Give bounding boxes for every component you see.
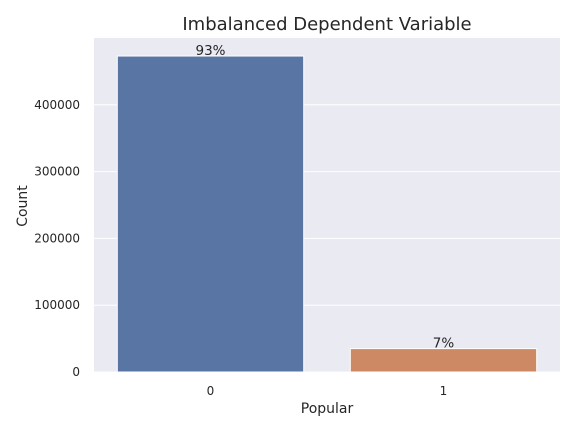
bar-data-label: 93% (195, 43, 225, 59)
y-tick-label: 100000 (34, 298, 80, 312)
bar-data-label: 7% (433, 336, 455, 352)
y-axis-label: Count (15, 185, 31, 227)
y-tick-label: 300000 (34, 165, 80, 179)
x-axis-label: Popular (301, 401, 354, 417)
y-tick-label: 0 (72, 365, 80, 379)
bar-0 (117, 56, 303, 372)
y-tick-label: 200000 (34, 231, 80, 245)
y-tick-labels: 0 100000 200000 300000 400000 (34, 98, 80, 379)
bar-1 (350, 349, 536, 372)
y-tick-label: 400000 (34, 98, 80, 112)
chart-title: Imbalanced Dependent Variable (182, 14, 471, 35)
x-tick-label: 0 (207, 384, 215, 398)
x-tick-label: 1 (440, 384, 448, 398)
